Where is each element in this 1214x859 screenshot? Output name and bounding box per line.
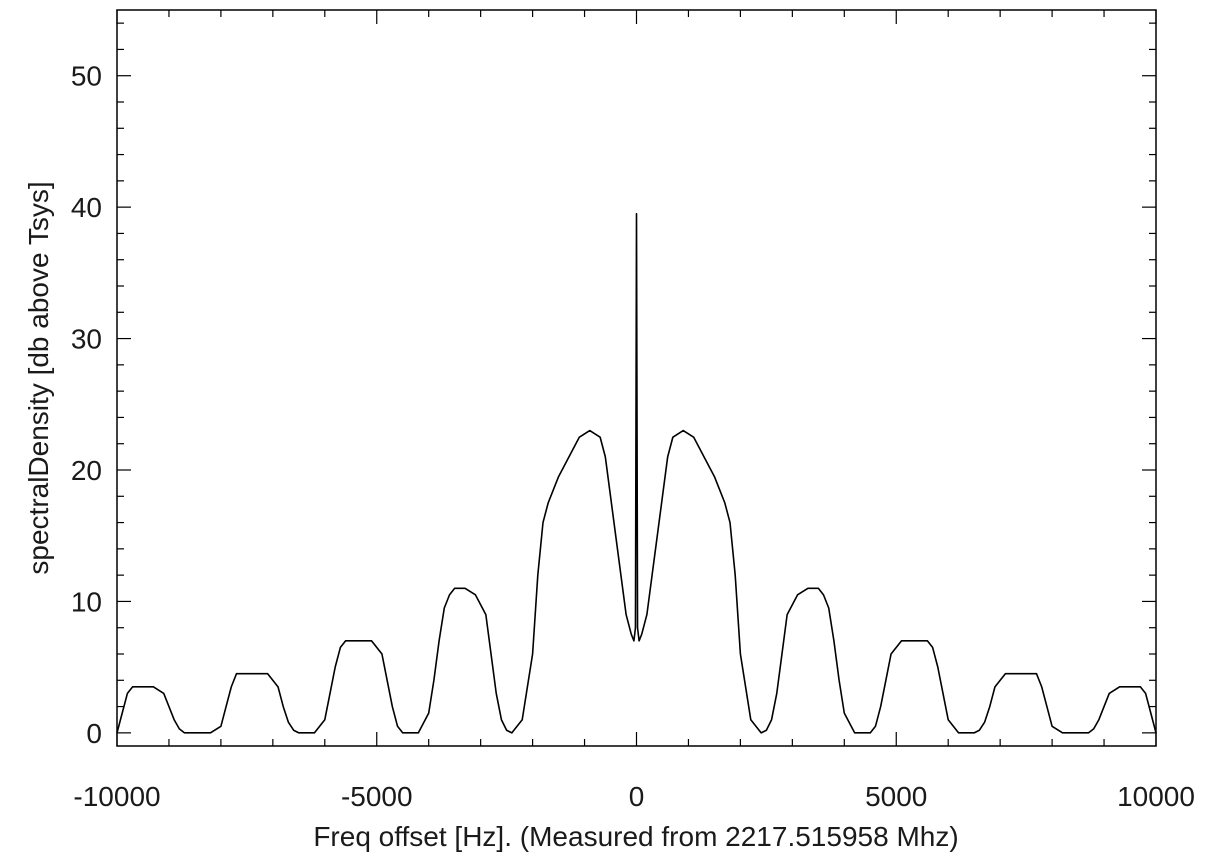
x-tick-labels: -10000 -5000 0 5000 10000 (73, 781, 1195, 812)
spectrum-series-line (116, 212, 1157, 734)
x-tick-label: 5000 (865, 781, 927, 812)
minor-ticks (117, 10, 1156, 746)
y-tick-labels: 0 10 20 30 40 50 (71, 61, 102, 749)
y-axis-title: spectralDensity [db above Tsys] (23, 181, 54, 574)
major-ticks (116, 10, 1157, 746)
x-tick-label: 0 (629, 781, 645, 812)
y-tick-label: 10 (71, 586, 102, 617)
x-axis-title: Freq offset [Hz]. (Measured from 2217.51… (313, 821, 958, 852)
y-tick-label: 0 (86, 718, 102, 749)
x-tick-label: -5000 (341, 781, 413, 812)
x-tick-label: -10000 (73, 781, 160, 812)
x-tick-label: 10000 (1117, 781, 1195, 812)
y-tick-label: 40 (71, 192, 102, 223)
y-tick-label: 20 (71, 455, 102, 486)
y-tick-label: 50 (71, 61, 102, 92)
y-tick-label: 30 (71, 324, 102, 355)
